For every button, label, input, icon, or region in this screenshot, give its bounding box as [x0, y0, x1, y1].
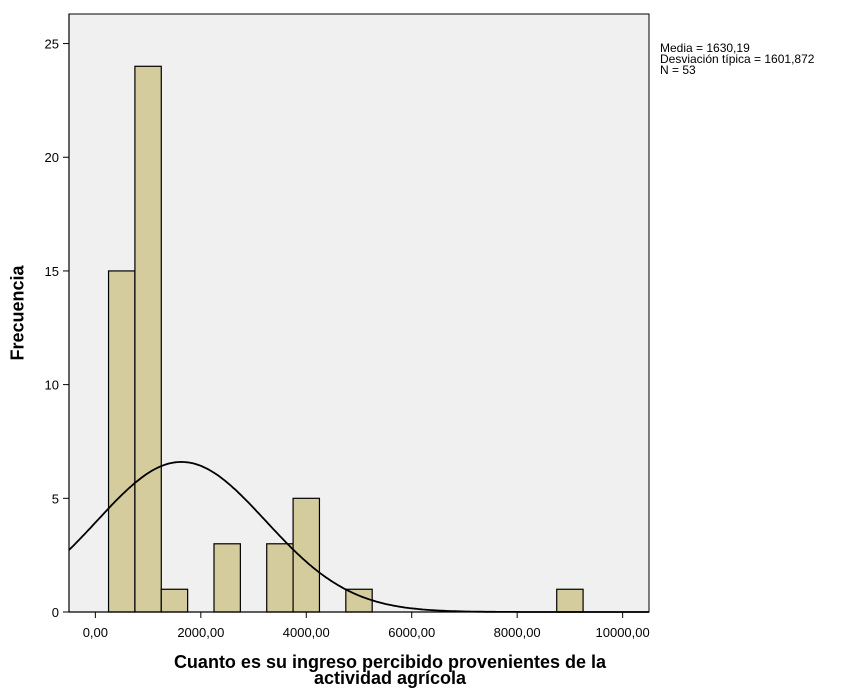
- histogram-bar: [345, 588, 373, 613]
- x-axis-label-line-1: Cuanto es su ingreso percibido provenien…: [173, 652, 607, 672]
- histogram-bar: [160, 588, 189, 613]
- y-tick-label: 25: [45, 37, 59, 52]
- histogram-bar: [107, 270, 136, 613]
- x-tick-label: 2000,00: [177, 625, 224, 640]
- axes-group: 0,00 2000,00 4000,00 6000,00 8000,00 10000,00…: [45, 14, 650, 640]
- x-tick-label: 10000,00: [596, 625, 650, 640]
- statistics-box: Media = 1630,19 Desviación típica = 1601…: [660, 41, 815, 77]
- histogram-bar: [134, 65, 162, 613]
- x-axis-label: Cuanto es su ingreso percibido provenien…: [40, 652, 740, 688]
- y-axis-label: Frecuencia: [7, 265, 28, 361]
- stat-std-dev: Desviación típica = 1601,872: [660, 52, 815, 66]
- histogram-bar: [556, 588, 584, 613]
- x-axis-label-line-2: actividad agrícola: [313, 668, 467, 688]
- x-tick-label: 4000,00: [283, 625, 330, 640]
- x-tick-label: 0,00: [83, 625, 108, 640]
- stat-mean: Media = 1630,19: [660, 41, 750, 55]
- y-tick-label: 5: [52, 491, 59, 506]
- y-tick-label: 10: [45, 378, 59, 393]
- plot-area: [68, 13, 650, 613]
- histogram-bar: [213, 543, 241, 613]
- bars-group: [107, 65, 584, 613]
- x-tick-label: 6000,00: [388, 625, 435, 640]
- x-tick-label: 8000,00: [494, 625, 541, 640]
- histogram-bar: [266, 543, 294, 613]
- y-tick-label: 0: [52, 605, 59, 620]
- y-tick-label: 15: [45, 264, 59, 279]
- y-tick-label: 20: [45, 150, 59, 165]
- histogram-bar: [292, 497, 321, 613]
- stat-n: N = 53: [660, 63, 696, 77]
